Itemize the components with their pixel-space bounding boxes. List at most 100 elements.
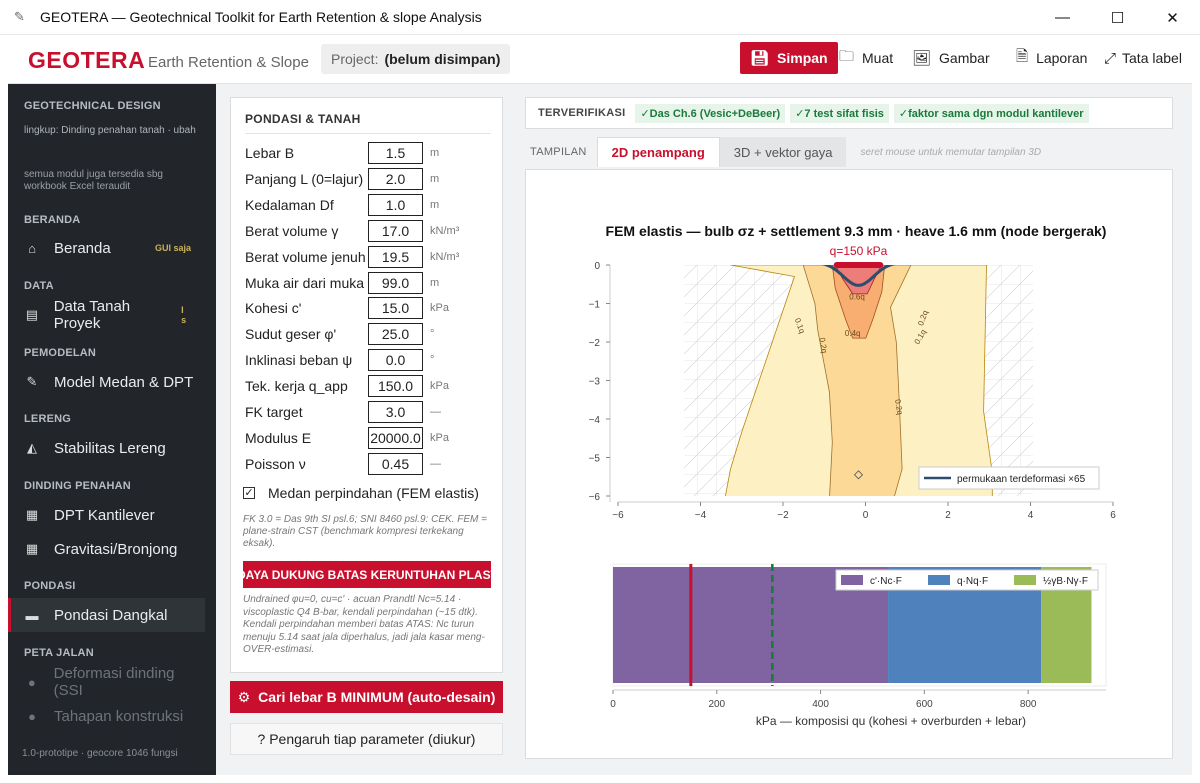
maximize-button[interactable]: ☐ bbox=[1110, 9, 1125, 27]
tab-2d-section[interactable]: 2D penampang bbox=[596, 137, 720, 167]
stress-bulb-field bbox=[684, 265, 1033, 496]
sidebar-item-gravity[interactable]: ▦ Gravitasi/Bronjong bbox=[8, 532, 205, 566]
contour-legend: permukaan terdeformasi ×65 bbox=[918, 466, 1100, 490]
load-button[interactable]: 🗀 Muat bbox=[839, 42, 893, 74]
close-button[interactable]: ✕ bbox=[1166, 9, 1179, 27]
x-tick-label: 4 bbox=[1028, 510, 1034, 521]
fem-displacement-checkbox[interactable]: ✓ Medan perpindahan (FEM elastis) bbox=[243, 485, 479, 501]
param-unit: ° bbox=[430, 354, 435, 367]
param-label: Muka air dari muka bbox=[245, 274, 365, 291]
resize-arrow-icon: ⤢ bbox=[1104, 49, 1117, 67]
y-tick-label: −6 bbox=[589, 492, 601, 503]
legend-box bbox=[918, 466, 1100, 490]
param-input[interactable]: 15.0 bbox=[368, 297, 423, 320]
param-input[interactable]: 150.0 bbox=[368, 375, 423, 398]
sidebar-item-cantilever[interactable]: ▦ DPT Kantilever bbox=[8, 498, 205, 532]
data-badge: I s bbox=[181, 305, 187, 325]
footing-icon: ▬ bbox=[25, 607, 39, 623]
bar-xlabel: kPa — komposisi qu (kohesi + overburden … bbox=[756, 714, 1026, 728]
param-input[interactable]: 1.0 bbox=[368, 193, 423, 216]
sidebar-section-foundation: PONDASI bbox=[24, 580, 76, 592]
param-input[interactable]: 17.0 bbox=[368, 219, 423, 242]
dot-icon: ● bbox=[28, 708, 36, 724]
param-input[interactable]: 1.5 bbox=[368, 142, 423, 164]
verification-bar: TERVERIFIKASI ✓Das Ch.6 (Vesic+DeBeer) ✓… bbox=[525, 97, 1173, 129]
sidebar-item-shallow-foundation[interactable]: ▬ Pondasi Dangkal bbox=[8, 598, 205, 632]
y-tick-label: −4 bbox=[589, 415, 601, 426]
save-button[interactable]: 💾︎ Simpan bbox=[740, 42, 838, 74]
bar-legend-label: q·Nq·F bbox=[957, 576, 988, 587]
param-unit: — bbox=[430, 406, 441, 418]
param-input[interactable]: 2.0 bbox=[368, 167, 423, 190]
sidebar-item-model[interactable]: ✎ Model Medan & DPT bbox=[8, 365, 205, 399]
parameter-influence-button[interactable]: ? Pengaruh tiap parameter (diukur) bbox=[230, 723, 503, 755]
brand-logo: GEOTERA bbox=[28, 47, 146, 73]
y-tick-label: −2 bbox=[589, 338, 601, 349]
bar-legend-swatch bbox=[841, 575, 863, 585]
slope-icon: ◭ bbox=[27, 440, 37, 455]
param-row: FK target 3.0 — bbox=[245, 401, 495, 423]
param-row: Modulus E 20000.0 kPa bbox=[245, 426, 495, 449]
folder-icon: 🗀 bbox=[839, 47, 855, 65]
param-label: Panjang L (0=lajur) bbox=[245, 170, 364, 187]
bar-legend-label: ½γB·Nγ·F bbox=[1043, 576, 1088, 587]
charts-svg: FEM elastis — bulb σz + settlement 9.3 m… bbox=[589, 223, 1117, 728]
param-input[interactable]: 3.0 bbox=[368, 401, 423, 423]
param-input[interactable]: 19.5 bbox=[368, 245, 423, 268]
gui-only-badge: GUI saja bbox=[154, 243, 191, 253]
param-row: Poisson ν 0.45 — bbox=[245, 452, 495, 475]
param-row: Lebar B 1.5 m bbox=[245, 142, 495, 164]
sidebar-item-home[interactable]: ⌂ Beranda GUI saja bbox=[8, 231, 205, 265]
home-icon: ⌂ bbox=[28, 240, 36, 256]
sidebar-item-stages: ● Tahapan konstruksi bbox=[8, 699, 205, 733]
bar-legend-label: c'·Nc·F bbox=[870, 576, 902, 587]
param-label: Poisson ν bbox=[245, 455, 306, 472]
sidebar-item-data[interactable]: ▤ Data Tanah Proyek I s bbox=[8, 298, 205, 332]
qu-composition-bars bbox=[612, 563, 1107, 687]
bar-axes: 0 200 400 600 800 bbox=[610, 689, 1106, 710]
param-unit: kPa bbox=[430, 302, 449, 315]
verify-chip: ✓7 test sifat fisis bbox=[790, 103, 889, 123]
verified-label: TERVERIFIKASI bbox=[538, 107, 626, 119]
param-unit: m bbox=[430, 147, 440, 159]
auto-design-button[interactable]: ⚙ Cari lebar B MINIMUM (auto-desain) bbox=[230, 681, 503, 713]
plastic-note: Undrained φu=0, cu=c' · acuan Prandtl Nc… bbox=[243, 594, 485, 655]
param-unit: kN/m³ bbox=[430, 224, 460, 237]
brand-subtitle: Earth Retention & Slope bbox=[148, 54, 309, 71]
table-icon: ▤ bbox=[25, 307, 38, 322]
report-button[interactable]: 🗎 Laporan bbox=[1016, 42, 1087, 74]
y-tick-label: −5 bbox=[589, 454, 601, 465]
legend-label: permukaan terdeformasi ×65 bbox=[957, 474, 1086, 485]
plastic-capacity-button[interactable]: DAYA DUKUNG BATAS KERUNTUHAN PLASTIS (FE… bbox=[243, 561, 491, 588]
minimize-button[interactable]: — bbox=[1055, 9, 1070, 26]
bar-x-tick-label: 0 bbox=[610, 699, 616, 710]
sidebar-section-data: DATA bbox=[24, 280, 54, 292]
gabion-icon: ▦ bbox=[25, 541, 39, 556]
bar-legend-swatch bbox=[928, 575, 950, 585]
checkbox-checked-icon: ✓ bbox=[243, 487, 255, 499]
contour-label: 0.2q bbox=[817, 337, 829, 354]
param-input[interactable]: 99.0 bbox=[368, 271, 423, 294]
contour-label: 0.6q bbox=[849, 293, 865, 302]
project-name: (belum disimpan) bbox=[384, 51, 501, 67]
document-icon: 🗎 bbox=[1016, 47, 1029, 65]
contour-label: 0.2q bbox=[893, 399, 905, 416]
sidebar-section-home: BERANDA bbox=[24, 214, 81, 226]
verify-chip: ✓faktor sama dgn modul kantilever bbox=[893, 103, 1089, 123]
param-unit: kPa bbox=[430, 431, 449, 444]
tab-3d-force-vectors[interactable]: 3D + vektor gaya bbox=[719, 137, 847, 167]
param-input[interactable]: 0.0 bbox=[368, 349, 423, 372]
image-button[interactable]: 🖼︎ Gambar bbox=[912, 50, 990, 67]
sidebar-scope[interactable]: lingkup: Dinding penahan tanah · ubah bbox=[24, 125, 196, 136]
label-layout-button[interactable]: ⤢ Tata label bbox=[1104, 49, 1182, 67]
param-row: Inklinasi beban ψ 0.0 ° bbox=[245, 349, 495, 372]
param-label: Kohesi c' bbox=[245, 300, 302, 317]
param-input[interactable]: 25.0 bbox=[368, 323, 423, 346]
sidebar-item-slope[interactable]: ◭ Stabilitas Lereng bbox=[8, 431, 205, 465]
project-indicator: Project: (belum disimpan) bbox=[321, 44, 511, 74]
project-label: Project: bbox=[331, 51, 379, 67]
param-input[interactable]: 0.45 bbox=[368, 452, 423, 475]
sidebar-section-wall: DINDING PENAHAN bbox=[24, 480, 131, 492]
param-input[interactable]: 20000.0 bbox=[368, 426, 423, 449]
dot-icon: ● bbox=[27, 674, 36, 690]
